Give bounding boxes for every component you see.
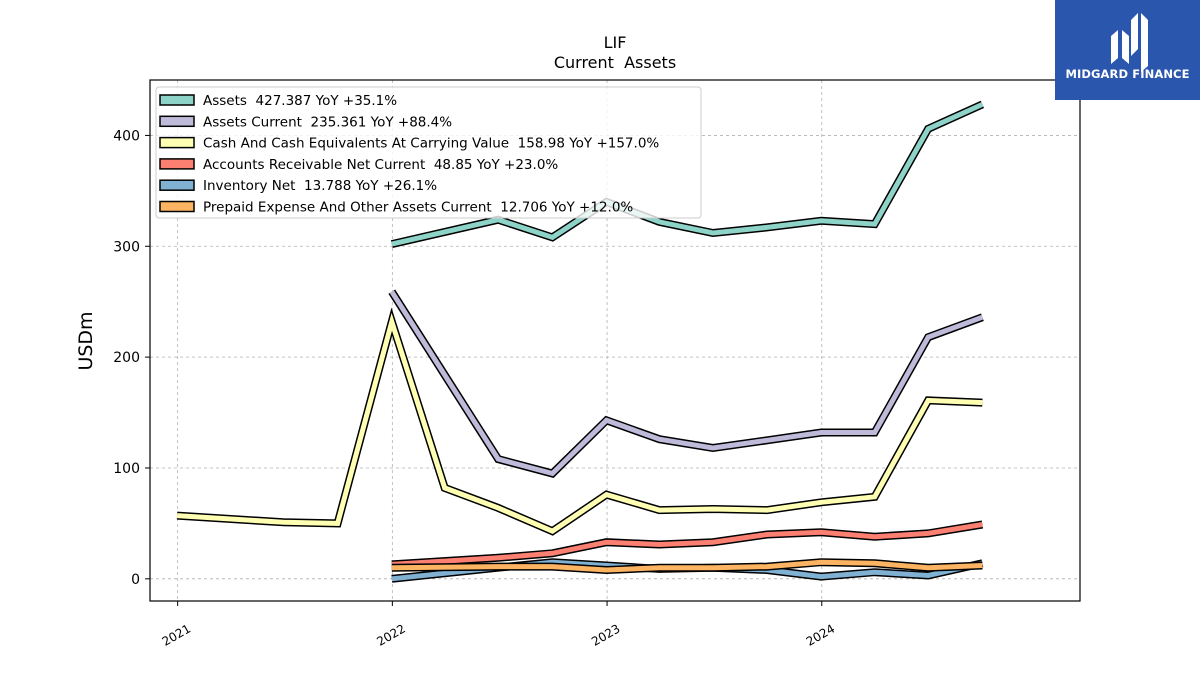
y-tick-label: 0 bbox=[131, 572, 140, 588]
legend-label: Assets 427.387 YoY +35.1% bbox=[203, 93, 397, 109]
y-axis: 0 100 200 300 400 bbox=[113, 128, 150, 588]
series-line bbox=[391, 520, 984, 569]
x-tick-label: 2023 bbox=[589, 621, 622, 648]
x-tick-label: 2021 bbox=[160, 621, 193, 648]
series-line-stroke bbox=[176, 312, 983, 535]
series-line bbox=[391, 558, 983, 575]
legend-label: Prepaid Expense And Other Assets Current… bbox=[203, 200, 633, 216]
series-line-stroke bbox=[391, 559, 983, 573]
y-tick-label: 400 bbox=[113, 128, 140, 144]
x-tick-label: 2022 bbox=[374, 621, 407, 648]
plot-frame bbox=[149, 79, 1081, 602]
legend-swatch bbox=[159, 115, 195, 128]
series-line-stroke bbox=[391, 102, 984, 247]
legend-swatch bbox=[159, 179, 195, 191]
series-line-stroke bbox=[391, 522, 983, 567]
y-tick-label: 100 bbox=[113, 461, 140, 477]
series-line-stroke bbox=[389, 290, 984, 477]
series-layer bbox=[176, 100, 985, 583]
y-tick-label: 300 bbox=[113, 239, 140, 255]
legend-box bbox=[155, 86, 702, 219]
x-tick-label: 2024 bbox=[804, 621, 837, 648]
legend-label: Cash And Cash Equivalents At Carrying Va… bbox=[203, 136, 659, 152]
legend-swatch bbox=[159, 94, 195, 106]
chart-subtitle: Current Assets bbox=[554, 53, 676, 72]
midgard-logo-icon bbox=[1111, 13, 1148, 72]
legend-label: Inventory Net 13.788 YoY +26.1% bbox=[203, 178, 437, 194]
legend: Assets 427.387 YoY +35.1% Assets Current … bbox=[155, 86, 702, 219]
legend-swatch bbox=[159, 200, 195, 213]
series-line bbox=[176, 307, 983, 536]
x-axis: 2021 2022 2023 2024 bbox=[160, 601, 837, 649]
y-tick-label: 200 bbox=[113, 350, 140, 366]
legend-label: Assets Current 235.361 YoY +88.4% bbox=[203, 114, 452, 130]
legend-label: Accounts Receivable Net Current 48.85 Yo… bbox=[203, 157, 558, 173]
logo-text: MIDGARD FINANCE bbox=[1065, 67, 1190, 81]
chart-title: LIF bbox=[604, 33, 627, 52]
y-axis-label: USDm bbox=[75, 311, 97, 370]
brand-logo: MIDGARD FINANCE bbox=[1055, 0, 1200, 100]
series-line bbox=[390, 100, 985, 248]
legend-swatch bbox=[159, 158, 195, 170]
series-line bbox=[388, 289, 984, 478]
legend-swatch bbox=[159, 136, 195, 149]
